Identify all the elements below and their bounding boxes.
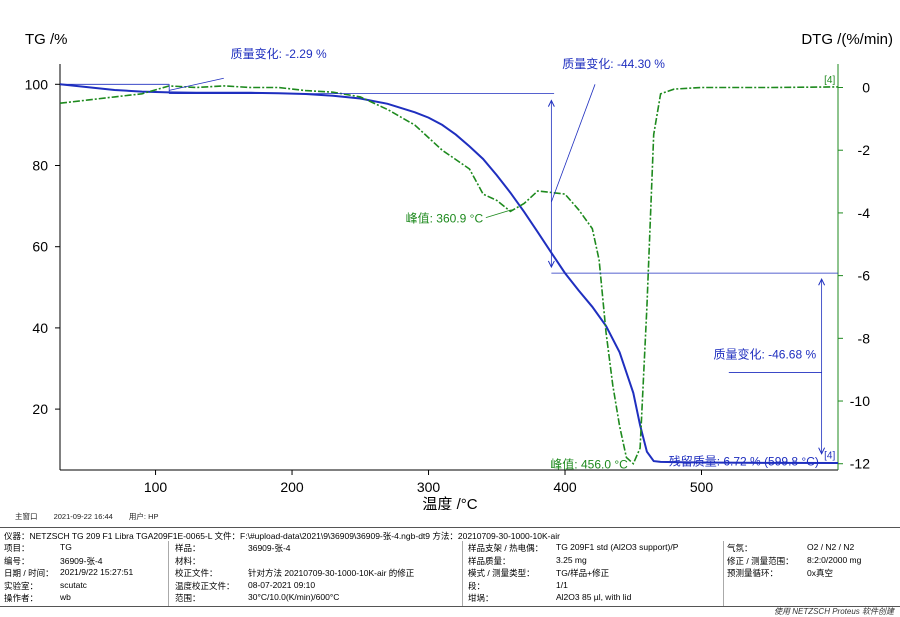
mass-change-1-label: 质量变化: -2.29 % [231, 46, 327, 61]
info-cell: TG/样品+修正 [556, 568, 610, 578]
info-cell: 修正 / 测量范围： [727, 555, 794, 566]
info-cell: 模式 / 测量类型： [468, 568, 535, 578]
info-cell: 08-07-2021 09:10 [248, 579, 316, 590]
y-right-tick-label: -4 [858, 205, 871, 221]
x-tick-label: 500 [690, 479, 714, 495]
y-left-tick-label: 20 [32, 401, 48, 417]
info-cell: Al2O3 85 µl, with lid [556, 592, 632, 602]
info-cell: 操作者： [4, 593, 39, 603]
info-cell: 编号： [4, 555, 30, 566]
info-cell: 校正文件： [175, 568, 218, 578]
info-divider [723, 541, 724, 606]
info-cell: 预测量循环： [727, 568, 779, 578]
y-right-tick-label: -8 [858, 330, 871, 346]
info-cell: 坩埚： [468, 593, 494, 603]
y-left-tick-label: 40 [32, 320, 48, 336]
info-cell: 36909-张-4 [248, 543, 291, 553]
peak-2-label: 峰值: 456.0 °C [550, 456, 628, 471]
status-datetime: 2021-09-22 16:44 [53, 512, 113, 521]
info-cell: O2 / N2 / N2 [807, 542, 855, 552]
info-cell: 范围： [175, 593, 201, 603]
y-right-tick-label: -12 [850, 456, 870, 472]
mc2-leader [550, 84, 596, 203]
residual-label: 残留质量: 6.72 % (599.8 °C) [669, 455, 819, 469]
right-axis-title: DTG /(%/min) [801, 31, 893, 48]
y-left-tick-label: 80 [32, 158, 48, 174]
info-cell: scutatc [60, 579, 87, 590]
dtg-end-marker: [4] [824, 75, 835, 86]
info-cell: TG [60, 542, 72, 552]
info-panel: 仪器：NETZSCH TG 209 F1 Libra TGA209F1E-006… [0, 527, 900, 607]
info-cell: 针对方法 20210709-30-1000-10K-air 的修正 [248, 568, 415, 578]
status-bar: 主窗口 2021-09-22 16:44 用户: HP [15, 511, 173, 522]
y-left-tick-label: 60 [32, 239, 48, 255]
x-tick-label: 100 [144, 479, 168, 495]
mc3-arrowhead-top [818, 278, 826, 286]
info-cell: 气氛： [727, 543, 753, 553]
info-cell: TG 209F1 std (Al2O3 support)/P [556, 542, 679, 552]
x-tick-label: 200 [280, 479, 304, 495]
info-cell: 项目： [4, 543, 30, 553]
info-cell: 3.25 mg [556, 554, 587, 565]
x-tick-label: 300 [417, 479, 441, 495]
info-cell: 2021/9/22 15:27:51 [60, 567, 134, 577]
instrument-line: 仪器：NETZSCH TG 209 F1 Libra TGA209F1E-006… [4, 531, 560, 541]
info-cell: 30°C/10.0(K/min)/600°C [248, 592, 340, 602]
mc2-arrowhead-top [547, 99, 555, 107]
info-cell: 样品： [175, 543, 201, 553]
y-right-tick-label: -2 [858, 142, 871, 158]
info-cell: 8:2:0/2000 mg [807, 554, 862, 565]
mc3-arrowhead-bottom [818, 447, 826, 455]
x-tick-label: 400 [553, 479, 577, 495]
info-cell: 段： [468, 580, 486, 591]
mc1-leader [169, 77, 224, 91]
footer-credit: 使用 NETZSCH Proteus 软件创建 [773, 607, 894, 616]
y-right-tick-label: -6 [858, 268, 871, 284]
info-divider [168, 541, 169, 606]
y-right-tick-label: 0 [862, 80, 870, 96]
window-label: 主窗口 [15, 512, 38, 521]
mass-change-3-label: 质量变化: -46.68 % [713, 346, 816, 361]
peak-1-leader [485, 209, 512, 219]
peak-1-label: 峰值: 360.9 °C [406, 210, 484, 225]
status-user: 用户: HP [128, 512, 159, 521]
x-axis-title: 温度 /°C [422, 496, 477, 510]
info-cell: 1/1 [556, 579, 568, 590]
y-left-tick-label: 100 [25, 76, 49, 92]
dtg-curve [59, 85, 839, 466]
info-cell: 日期 / 时间： [4, 568, 54, 578]
info-cell: 材料： [175, 555, 201, 566]
info-cell: 温度校正文件： [175, 580, 235, 591]
mass-change-2-label: 质量变化: -44.30 % [562, 56, 665, 71]
info-cell: 样品质量： [468, 555, 511, 566]
info-cell: 0x真空 [807, 568, 833, 578]
tg-dtg-chart: TG /% DTG /(%/min) 温度 /°C 100 200 300 400 50… [25, 31, 893, 510]
info-cell: 实验室： [4, 580, 39, 591]
info-cell: 36909-张-4 [60, 555, 103, 566]
y-right-tick-label: -10 [850, 393, 870, 409]
info-cell: 样品支架 / 热电偶： [468, 543, 544, 553]
left-axis-title: TG /% [25, 31, 68, 48]
mc2-arrowhead-bottom [547, 260, 555, 269]
info-cell: wb [60, 592, 71, 602]
info-divider [462, 541, 463, 606]
tg-curve [59, 83, 839, 464]
tg-end-marker: [4] [824, 451, 835, 462]
